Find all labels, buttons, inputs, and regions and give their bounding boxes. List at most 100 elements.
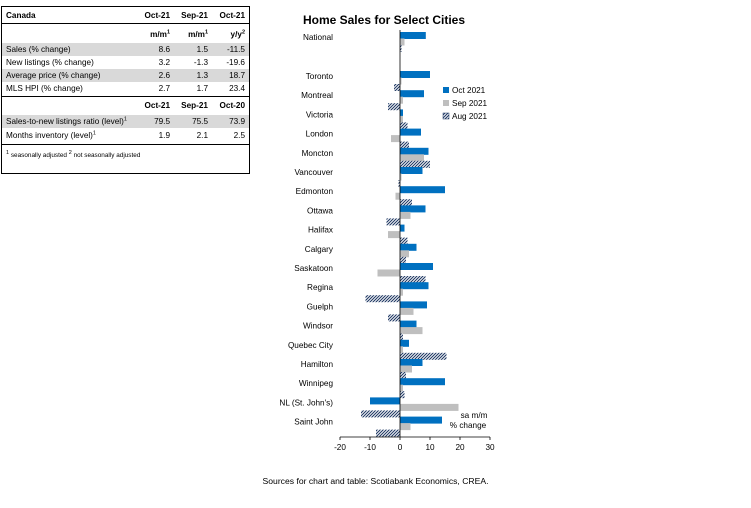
category-label: Saint John — [294, 418, 333, 427]
row-value: 23.4 — [229, 84, 245, 93]
bar-oct-2021 — [400, 243, 417, 251]
bar-aug-2021 — [400, 256, 406, 264]
unit-3: y/y2 — [230, 29, 245, 39]
bar-oct-2021 — [400, 32, 426, 39]
bar-sep-2021 — [400, 154, 424, 162]
bar-aug-2021 — [400, 333, 403, 341]
row-value: 1.5 — [196, 45, 208, 54]
bar-aug-2021 — [398, 180, 400, 187]
chart-title: Home Sales for Select Cities — [303, 13, 465, 27]
bar-sep-2021 — [400, 307, 414, 315]
col-header-1: Oct-21 — [144, 101, 170, 110]
bar-aug-2021 — [400, 199, 412, 207]
bar-oct-2021 — [400, 378, 445, 386]
row-value: 1.3 — [196, 71, 208, 80]
bar-oct-2021 — [370, 397, 400, 405]
row-label: MLS HPI (% change) — [6, 84, 83, 93]
bar-sep-2021 — [377, 269, 400, 277]
unit-1: m/m1 — [150, 29, 170, 39]
row-value: -11.5 — [226, 45, 245, 54]
row-value: -1.3 — [193, 58, 208, 67]
bar-aug-2021 — [376, 429, 400, 437]
bar-oct-2021 — [400, 339, 409, 347]
row-value: 3.2 — [158, 58, 170, 67]
category-label: Regina — [307, 283, 333, 292]
bar-aug-2021 — [394, 84, 400, 91]
category-label: Halifax — [308, 226, 333, 235]
x-tick-label: 0 — [398, 443, 403, 452]
bar-sep-2021 — [400, 327, 423, 335]
summary-table: Canada Oct-21 Sep-21 Oct-21 m/m1 m/m1 y/… — [1, 6, 250, 174]
home-sales-chart: Home Sales for Select Cities -20 -10 0 10 20… — [279, 13, 495, 452]
bar-oct-2021 — [400, 186, 445, 194]
category-label: Vancouver — [294, 168, 333, 177]
bar-oct-2021 — [400, 301, 427, 309]
row-value: 79.5 — [154, 117, 170, 126]
bar-oct-2021 — [400, 109, 403, 117]
legend-swatch — [442, 112, 450, 120]
col-header-3: Oct-21 — [219, 11, 245, 20]
category-label: Moncton — [302, 149, 334, 158]
bar-oct-2021 — [400, 128, 421, 136]
bar-sep-2021 — [400, 346, 403, 354]
legend-label: Aug 2021 — [452, 112, 488, 121]
bar-aug-2021 — [400, 160, 430, 168]
table-row: MLS HPI (% change) 2.7 1.7 23.4 — [2, 82, 249, 95]
category-label: Hamilton — [301, 360, 334, 369]
bar-sep-2021 — [400, 173, 402, 181]
bar-aug-2021 — [400, 352, 447, 360]
table-row: Months inventory (level)1 1.9 2.1 2.5 — [2, 129, 249, 142]
row-value: 2.6 — [158, 71, 170, 80]
table-rule — [2, 144, 249, 145]
unit-2: m/m1 — [188, 29, 208, 39]
bar-sep-2021 — [400, 96, 403, 104]
row-value: 18.7 — [229, 71, 245, 80]
legend-label: Sep 2021 — [452, 99, 488, 108]
bar-aug-2021 — [400, 237, 408, 245]
row-value: 73.9 — [229, 117, 245, 126]
table-rule — [2, 23, 249, 24]
bar-sep-2021 — [400, 38, 405, 46]
bar-sep-2021 — [400, 115, 403, 123]
row-value: 75.5 — [192, 117, 208, 126]
bar-oct-2021 — [400, 205, 426, 213]
bar-sep-2021 — [400, 365, 412, 373]
bar-sep-2021 — [400, 403, 459, 411]
table-row: Sales-to-new listings ratio (level)1 79.… — [2, 115, 249, 128]
bar-aug-2021 — [365, 295, 400, 303]
bar-aug-2021 — [400, 276, 426, 283]
bar-oct-2021 — [400, 147, 429, 155]
bar-sep-2021 — [388, 231, 400, 239]
x-tick-label: -10 — [364, 443, 376, 452]
category-label: Montreal — [301, 91, 333, 100]
bar-oct-2021 — [400, 416, 442, 424]
bar-sep-2021 — [400, 77, 402, 85]
bar-aug-2021 — [400, 372, 406, 379]
table-header-row-2: Oct-21 Sep-21 Oct-20 — [2, 99, 249, 112]
col-header-2: Sep-21 — [181, 101, 208, 110]
category-label: Winnipeg — [299, 379, 334, 388]
row-label: Average price (% change) — [6, 71, 101, 80]
row-label: Sales-to-new listings ratio (level)1 — [6, 116, 127, 126]
table-row: Sales (% change) 8.6 1.5 -11.5 — [2, 43, 249, 56]
legend-swatch — [443, 100, 449, 106]
bar-oct-2021 — [400, 263, 433, 270]
category-label: Saskatoon — [294, 264, 333, 273]
x-tick-label: 30 — [485, 443, 495, 452]
row-value: 2.5 — [233, 131, 245, 140]
category-label: National — [303, 33, 333, 42]
bar-oct-2021 — [400, 167, 423, 174]
row-label: New listings (% change) — [6, 58, 94, 67]
row-label: Months inventory (level)1 — [6, 130, 96, 140]
bar-oct-2021 — [400, 359, 423, 366]
row-value: 1.9 — [158, 131, 170, 140]
bar-oct-2021 — [400, 90, 424, 98]
source-note: Sources for chart and table: Scotiabank … — [262, 476, 489, 486]
bar-sep-2021 — [400, 384, 403, 392]
bar-sep-2021 — [400, 250, 409, 258]
category-label: Ottawa — [307, 206, 333, 215]
legend-swatch — [443, 87, 449, 93]
category-label: Calgary — [305, 245, 334, 254]
category-label: Windsor — [303, 322, 333, 331]
x-axis-label: % change — [450, 421, 487, 430]
